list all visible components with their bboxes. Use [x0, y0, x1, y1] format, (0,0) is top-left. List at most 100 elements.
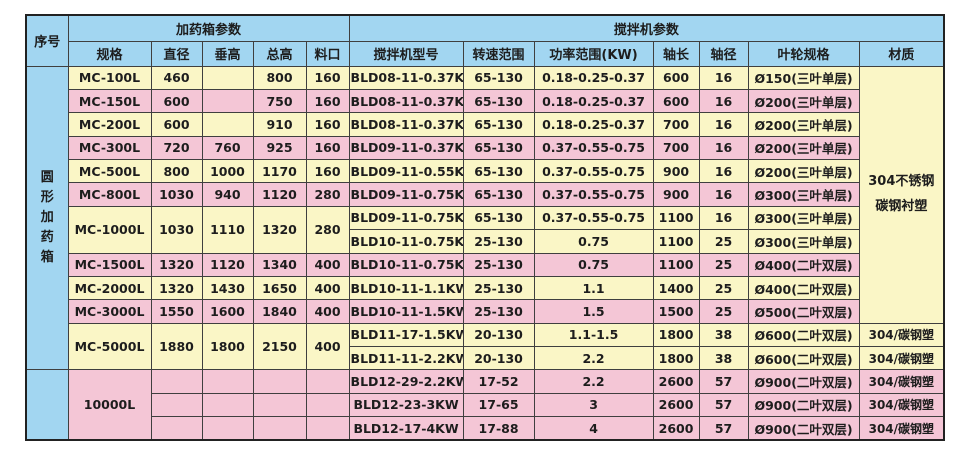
table-cell [201, 416, 254, 441]
table-cell: 38 [698, 322, 749, 348]
table-cell: 600 [150, 88, 203, 114]
table-cell: 280 [305, 205, 350, 254]
table-row: 圆 形 加 药 箱MC-100L460800160BLD08-11-0.37KW… [25, 65, 945, 371]
table-cell: 400 [305, 275, 350, 301]
table-cell: BLD08-11-0.37KW [348, 112, 464, 137]
table-cell: 57 [698, 416, 749, 441]
table-cell: Ø400(二叶双层) [747, 252, 860, 277]
table-cell: 1800 [201, 322, 254, 371]
table-cell: 4 [533, 416, 654, 441]
table-cell: 1030 [150, 182, 203, 207]
table-cell: MC-1000L [67, 205, 152, 254]
table-cell: Ø900(二叶双层) [747, 392, 860, 418]
table-cell: BLD10-11-0.75KW [348, 252, 464, 277]
col-header: 轴径 [698, 40, 749, 67]
table-cell: 2600 [652, 416, 700, 441]
material-cell: 304/碳钢塑 [858, 345, 945, 371]
table-cell: 400 [305, 322, 350, 371]
table-cell: 0.18-0.25-0.37 [533, 65, 654, 90]
table-cell: 0.37-0.55-0.75 [533, 205, 654, 231]
table-cell: 16 [698, 182, 749, 207]
material-merged-cell: 304不锈钢 碳钢衬塑 [858, 65, 945, 324]
material-cell: 304/碳钢塑 [858, 416, 945, 441]
table-cell: 1340 [252, 252, 307, 277]
table-cell: 1400 [652, 275, 700, 301]
table-cell: 1.5 [533, 299, 654, 324]
table-cell: BLD10-11-0.75KW [348, 229, 464, 254]
table-cell: 160 [305, 158, 350, 184]
table-cell: 3 [533, 392, 654, 418]
table-cell: 1100 [652, 252, 700, 277]
table-row: BLD12-17-4KW 17-88 4 2600 57 Ø900(二叶双层) 304/碳钢… [26, 416, 945, 441]
table-cell: 65-130 [462, 205, 535, 231]
table-cell: 10000L [67, 369, 152, 441]
table-cell: BLD12-17-4KW [348, 416, 464, 441]
table-cell: 17-65 [462, 392, 535, 418]
table-cell: 1430 [201, 275, 254, 301]
table-cell: 2600 [652, 369, 700, 394]
table-cell: BLD11-17-1.5KW [348, 322, 464, 348]
table-cell: MC-5000L [67, 322, 152, 371]
table-row: BLD11-11-2.2KW 20-130 2.2 1800 38 Ø600(二叶双层) 3… [26, 345, 945, 371]
table-cell: 65-130 [462, 65, 535, 90]
table-cell: 1170 [252, 158, 307, 184]
table-cell [201, 112, 254, 137]
table-cell: 1650 [252, 275, 307, 301]
table-cell: MC-200L [67, 112, 152, 137]
table-cell: 25-130 [462, 299, 535, 324]
table-cell [252, 416, 307, 441]
table-cell: 16 [698, 65, 749, 90]
table-cell: 25 [698, 275, 749, 301]
table-cell: 25 [698, 229, 749, 254]
table-cell: 1.1-1.5 [533, 322, 654, 348]
col-header: 叶轮规格 [747, 40, 860, 67]
table-cell: Ø200(三叶单层) [747, 112, 860, 137]
col-header: 规格 [67, 40, 152, 67]
table-cell: MC-150L [67, 88, 152, 114]
table-cell: MC-2000L [67, 275, 152, 301]
table-cell [305, 392, 350, 418]
table-cell: Ø300(三叶单层) [747, 182, 860, 207]
table-cell: BLD11-11-2.2KW [348, 345, 464, 371]
table-cell [150, 416, 203, 441]
material-cell: 304/碳钢塑 [858, 392, 945, 418]
table-cell: Ø300(三叶单层) [747, 205, 860, 231]
table-cell [252, 392, 307, 418]
table-cell: 25 [698, 299, 749, 324]
table-cell: MC-100L [67, 65, 152, 90]
table-cell: Ø300(三叶单层) [747, 229, 860, 254]
table-cell: 280 [305, 182, 350, 207]
table-row: MC-5000L 1880 1800 2150 400 BLD11-17-1.5KW 20-… [26, 322, 945, 371]
table-cell: 16 [698, 135, 749, 161]
table-cell: 1800 [652, 322, 700, 348]
table-cell: 25 [698, 252, 749, 277]
table-cell [201, 369, 254, 394]
table-cell: Ø200(三叶单层) [747, 88, 860, 114]
table-cell: 1840 [252, 299, 307, 324]
table-cell: 160 [305, 88, 350, 114]
table-cell: 1000 [201, 158, 254, 184]
table-row: MC-300L720760925160BLD09-11-0.37KW65-130… [26, 135, 944, 161]
table-row: MC-800L10309401120280BLD09-11-0.75KW65-1… [26, 182, 944, 207]
table-cell: BLD12-29-2.2KW [348, 369, 464, 394]
table-cell: 600 [652, 65, 700, 90]
table-cell: 0.37-0.55-0.75 [533, 182, 654, 207]
table-cell: 0.75 [533, 229, 654, 254]
table-cell: BLD08-11-0.37KW [348, 88, 464, 114]
material-cell: 304/碳钢塑 [858, 322, 945, 348]
table-cell: 17-88 [462, 416, 535, 441]
table-row: BLD10-11-0.75KW25-1300.75110025Ø300(三叶单层… [26, 229, 944, 254]
table-cell: BLD10-11-1.1KW [348, 275, 464, 301]
table-row: 10000L BLD12-29-2.2KW 17-52 2.2 2600 57 Ø900(二… [25, 369, 945, 441]
table-cell: 1110 [201, 205, 254, 254]
table-cell: MC-800L [67, 182, 152, 207]
column-header-row: 规格 直径 垂高 总高 料口 搅拌机型号 转速范围 功率范围(KW) 轴长 轴径 叶轮规格 材质 [26, 40, 945, 67]
table-cell: 160 [305, 112, 350, 137]
table-cell [150, 369, 203, 394]
table-cell: 0.75 [533, 252, 654, 277]
table-cell: 25-130 [462, 275, 535, 301]
table-cell: 900 [652, 158, 700, 184]
table-cell: 0.37-0.55-0.75 [533, 135, 654, 161]
